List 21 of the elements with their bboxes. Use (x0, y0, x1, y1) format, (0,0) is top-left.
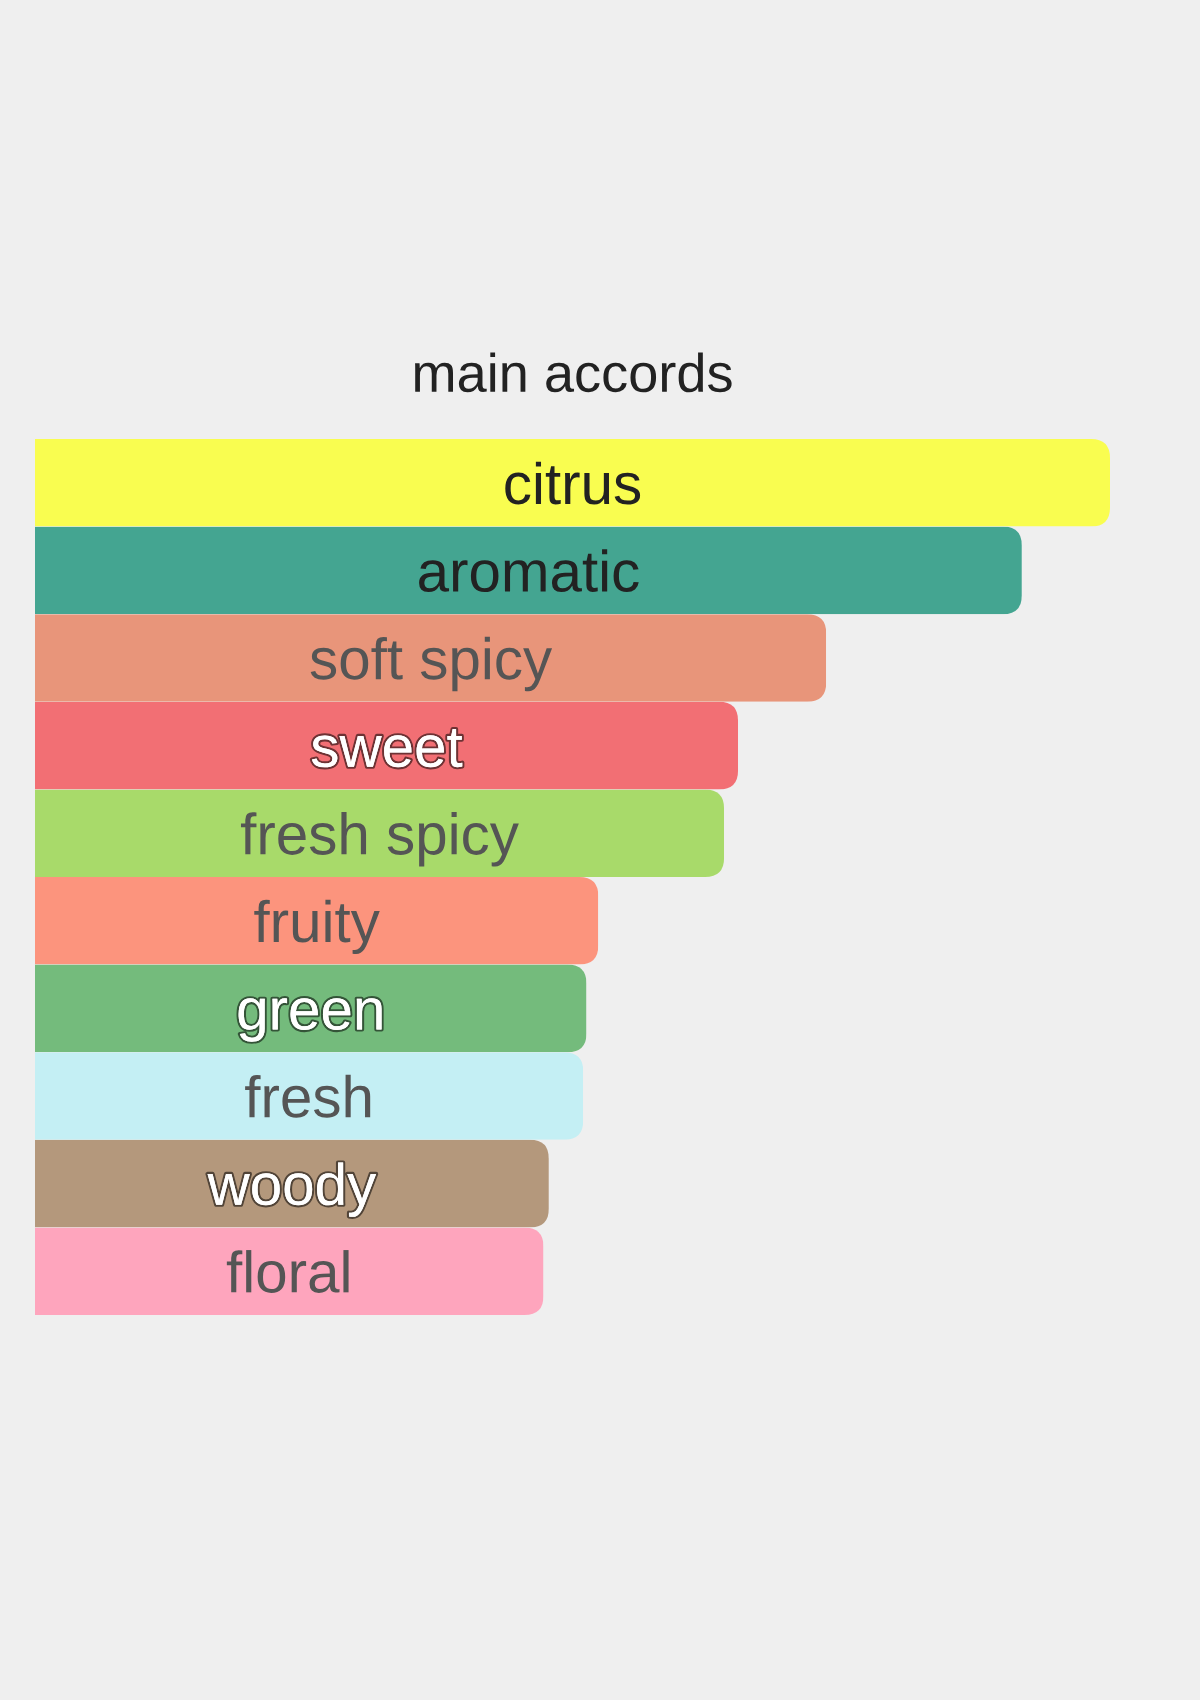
bar (35, 1227, 544, 1315)
y-tick-label: fruity (254, 899, 380, 955)
bar (35, 614, 827, 702)
bar (35, 1139, 549, 1228)
y-tick-label: fresh (245, 1074, 371, 1118)
bar (35, 789, 725, 877)
y-tick-label: soft spicy (310, 636, 553, 692)
y-tick-label: citrus (505, 461, 641, 505)
y-tick-label: aromatic (419, 549, 639, 593)
y-tick-label: woody (207, 1162, 377, 1217)
bar (35, 526, 1022, 615)
y-tick-label: floral (226, 1250, 349, 1293)
y-tick-label: green (238, 998, 382, 1042)
bar (35, 877, 599, 965)
y-tick-label: fresh spicy (240, 812, 519, 867)
y-tick-label: sweet (311, 729, 463, 768)
bar (35, 439, 1110, 527)
bar (35, 1052, 584, 1140)
bar (35, 964, 587, 1053)
bar (35, 701, 739, 790)
chart-title: main accords (415, 352, 732, 393)
